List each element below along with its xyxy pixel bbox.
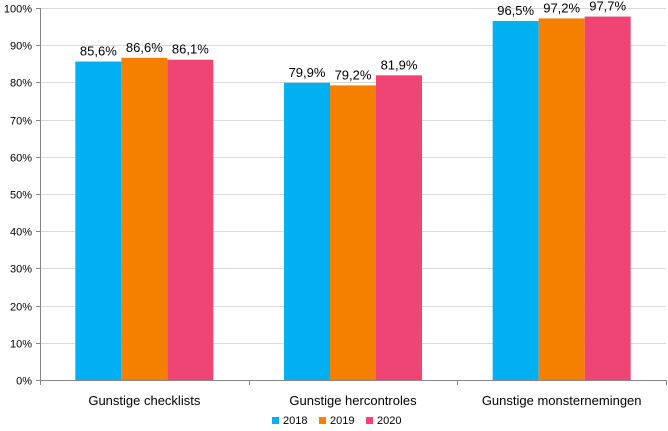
data-label: 86,6% (126, 40, 163, 55)
legend-swatch (272, 417, 279, 424)
legend-swatch (319, 417, 326, 424)
data-label: 81,9% (381, 57, 418, 72)
legend-swatch (366, 417, 373, 424)
y-tick-label: 30% (10, 264, 32, 276)
data-label: 85,6% (80, 44, 117, 59)
x-axis: Gunstige checklists Gunstige hercontroles… (40, 380, 667, 408)
y-tick-label: 20% (10, 302, 32, 314)
bar (167, 59, 214, 380)
y-tick-label: 40% (10, 227, 32, 239)
y-tick-label: 10% (10, 339, 32, 351)
data-label: 97,2% (543, 0, 580, 15)
bar (121, 57, 168, 381)
bar (376, 75, 422, 380)
y-tick-label: 90% (10, 41, 32, 53)
bar (538, 18, 585, 380)
bar (284, 82, 330, 380)
bars: 85,6% 79,9% 96,5% 86,6% 79,2% 97,2% 86,1% 81,9%… (75, 0, 631, 381)
y-tick-label: 60% (10, 153, 32, 165)
y-tick-label: 100% (4, 4, 32, 16)
legend-label: 2018 (283, 415, 307, 427)
data-label: 79,2% (335, 67, 372, 82)
x-tick-label: Gunstige checklists (88, 393, 200, 408)
bar (75, 61, 122, 381)
data-label: 79,9% (289, 65, 326, 80)
data-label: 96,5% (497, 3, 534, 18)
x-tick-label: Gunstige hercontroles (289, 393, 417, 408)
bar (330, 85, 376, 380)
bar (584, 16, 631, 380)
y-tick-label: 0% (16, 376, 32, 388)
y-axis: 0% 10% 20% 30% 40% 50% 60% 70% 80% 90% 100% (4, 4, 41, 388)
x-tick-label: Gunstige monsternemingen (482, 393, 642, 408)
y-tick-label: 70% (10, 116, 32, 128)
legend-label: 2019 (330, 415, 354, 427)
data-label: 86,1% (172, 42, 209, 57)
bar (492, 21, 539, 381)
y-tick-label: 50% (10, 190, 32, 202)
legend: 2018 2019 2020 (272, 415, 401, 427)
legend-label: 2020 (377, 415, 401, 427)
y-tick-label: 80% (10, 78, 32, 90)
data-label: 97,7% (589, 0, 626, 14)
